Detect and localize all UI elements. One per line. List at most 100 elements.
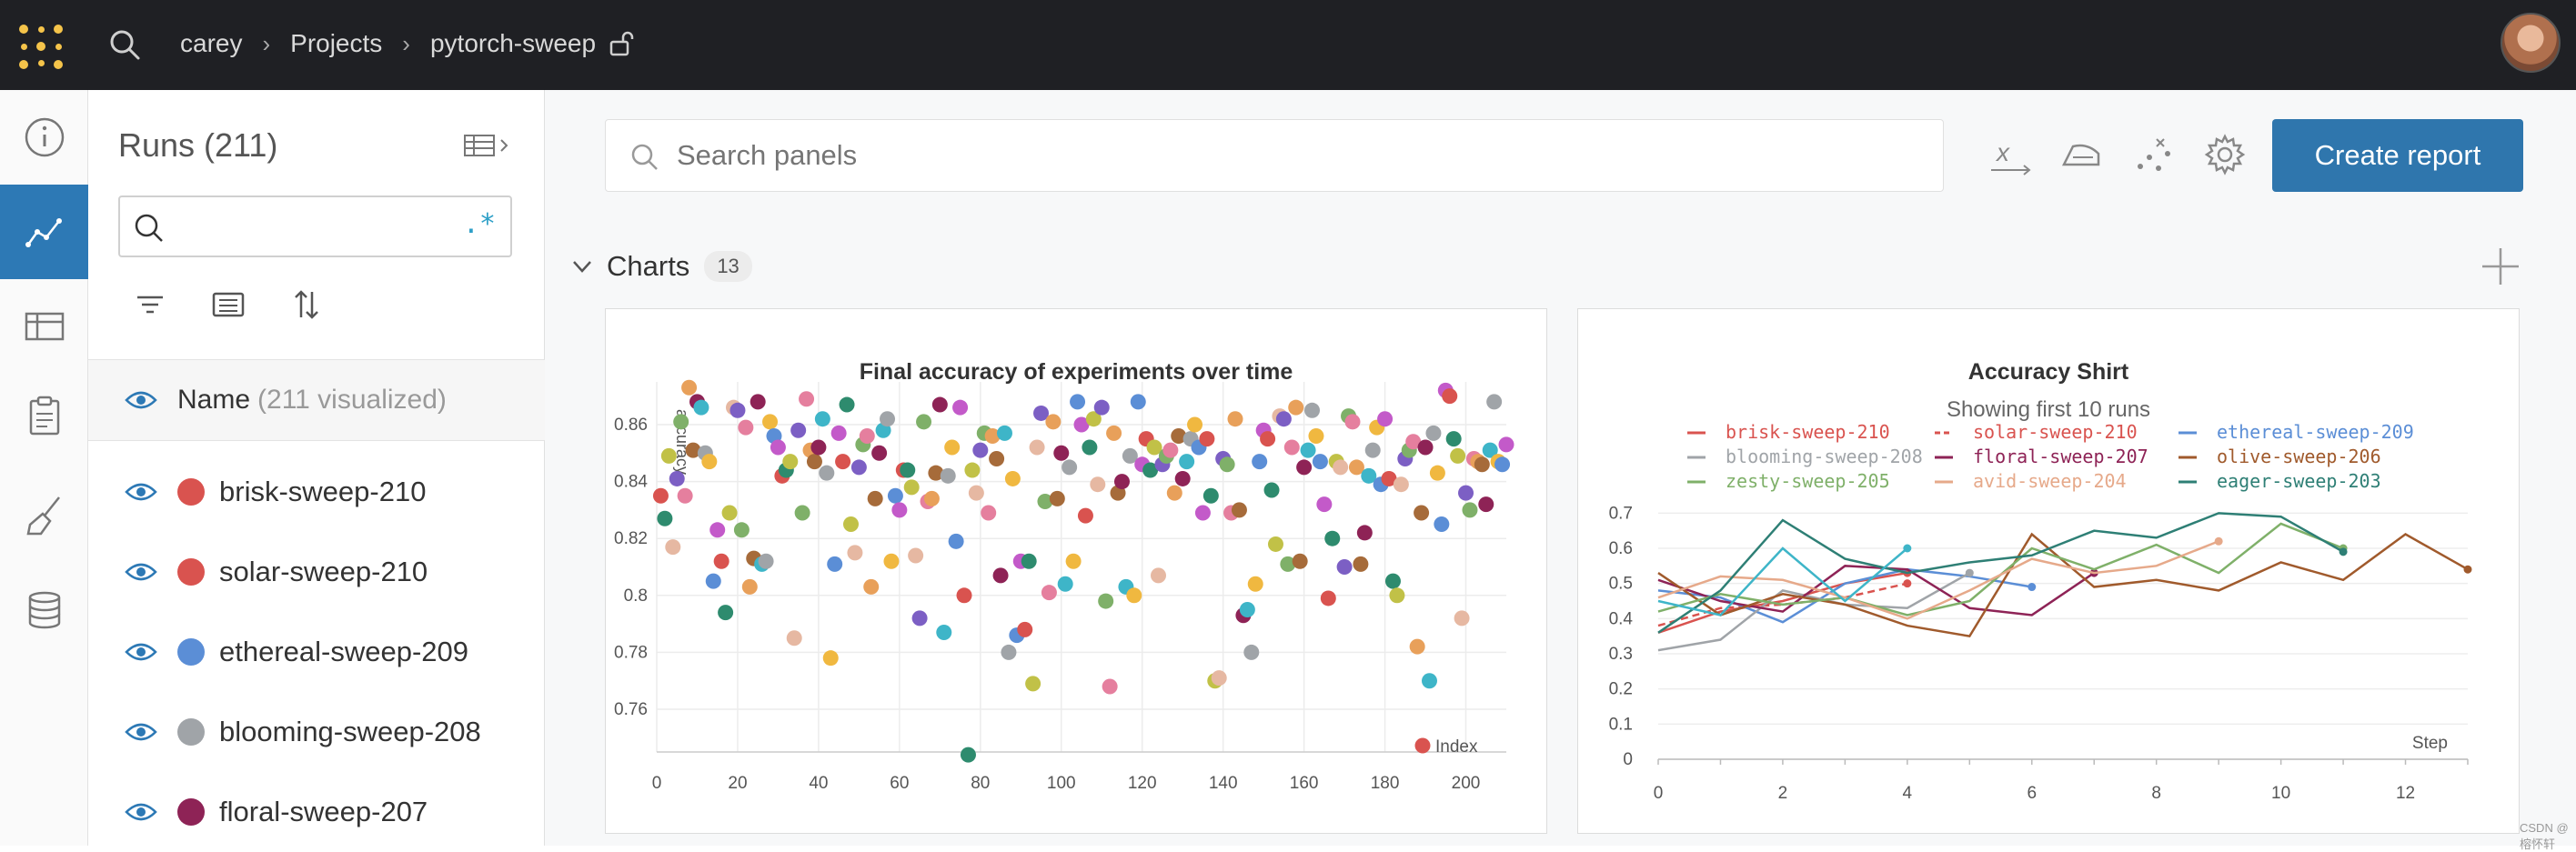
run-name[interactable]: solar-sweep-210 <box>219 556 428 587</box>
scatter-point <box>952 399 969 416</box>
run-color-swatch[interactable] <box>177 558 205 586</box>
run-row[interactable]: brisk-sweep-210 <box>88 452 545 532</box>
x-tick-label: 40 <box>809 774 828 793</box>
runs-search-field[interactable]: .* <box>118 195 512 257</box>
x-tick-label: 0 <box>1654 784 1664 803</box>
chart-title: Accuracy Shirt <box>1967 359 2129 385</box>
y-tick-label: 0.82 <box>614 529 648 548</box>
expand-table-icon[interactable] <box>463 132 514 159</box>
scatter-point <box>799 391 815 407</box>
avatar[interactable] <box>2501 13 2561 73</box>
wandb-logo-icon[interactable] <box>16 22 65 71</box>
scatter-point <box>1409 638 1425 655</box>
eye-icon[interactable] <box>125 721 157 743</box>
scatter-point <box>931 396 948 413</box>
nav-charts[interactable] <box>0 185 88 279</box>
scatter-point <box>1098 593 1114 609</box>
clipboard-icon <box>29 396 59 436</box>
eye-icon[interactable] <box>125 389 157 411</box>
eye-icon[interactable] <box>125 641 157 663</box>
scatter-point <box>871 445 888 461</box>
run-row[interactable]: ethereal-sweep-209 <box>88 612 545 692</box>
filter-icon[interactable] <box>134 288 166 321</box>
breadcrumb-projects[interactable]: Projects <box>290 29 383 57</box>
run-color-swatch[interactable] <box>177 638 205 666</box>
nav-overview[interactable] <box>0 90 88 185</box>
run-name[interactable]: brisk-sweep-210 <box>219 476 427 507</box>
scatter-point <box>1417 439 1434 456</box>
regex-toggle-icon[interactable]: .* <box>462 208 496 240</box>
scatter-point <box>928 465 944 481</box>
scatter-point <box>1450 447 1466 464</box>
table-icon <box>25 312 64 341</box>
scatter-point <box>1146 439 1162 456</box>
group-icon[interactable] <box>212 288 245 321</box>
run-color-swatch[interactable] <box>177 478 205 506</box>
chart-subtitle: Showing first 10 runs <box>1946 397 2151 422</box>
y-tick-label: 0.76 <box>614 700 648 719</box>
breadcrumb-user[interactable]: carey <box>180 29 243 57</box>
scatter-chart-panel[interactable]: Final accuracy of experiments over time … <box>605 308 1547 834</box>
panel-search-input[interactable] <box>677 133 1914 178</box>
nav-reports[interactable] <box>0 368 88 463</box>
run-row[interactable]: floral-sweep-207 <box>88 772 545 852</box>
scatter-point <box>665 539 681 556</box>
scatter-point <box>1041 585 1057 601</box>
eye-icon[interactable] <box>125 481 157 503</box>
scatter-point <box>981 505 997 521</box>
scatter-point <box>1377 411 1394 427</box>
unlock-icon[interactable] <box>609 30 636 57</box>
run-name[interactable]: ethereal-sweep-209 <box>219 636 469 667</box>
search-icon[interactable] <box>107 27 142 62</box>
x-axis-settings-icon[interactable]: x <box>1989 134 2031 175</box>
charts-section-header[interactable]: Charts 13 <box>570 250 752 283</box>
scatter-point <box>1171 427 1187 444</box>
panel-search-field[interactable] <box>605 119 1944 192</box>
scatter-point <box>1356 525 1373 541</box>
outliers-icon[interactable] <box>2133 134 2175 175</box>
scatter-point <box>1364 442 1381 458</box>
run-name[interactable]: floral-sweep-207 <box>219 796 428 827</box>
x-tick-label: 6 <box>2027 784 2037 803</box>
scatter-point <box>1162 442 1179 458</box>
scatter-point <box>1288 399 1304 416</box>
run-row[interactable]: solar-sweep-210 <box>88 532 545 612</box>
run-color-swatch[interactable] <box>177 798 205 826</box>
scatter-point <box>1296 459 1313 476</box>
nav-sweeps[interactable] <box>0 468 88 563</box>
eye-icon[interactable] <box>125 561 157 583</box>
run-name[interactable]: blooming-sweep-208 <box>219 716 481 747</box>
scatter-point <box>1102 678 1118 695</box>
sort-icon[interactable] <box>290 288 323 321</box>
eye-icon[interactable] <box>125 801 157 823</box>
y-tick-label: 0.78 <box>614 643 648 662</box>
create-report-button[interactable]: Create report <box>2272 119 2523 192</box>
chevron-down-icon[interactable] <box>570 255 594 278</box>
nav-artifacts[interactable] <box>0 563 88 657</box>
scatter-point <box>733 522 750 538</box>
scatter-point <box>1405 434 1422 450</box>
gear-icon[interactable] <box>2204 134 2246 175</box>
database-icon <box>28 591 60 629</box>
smoothing-iron-icon[interactable] <box>2060 134 2102 175</box>
scatter-point <box>741 578 758 595</box>
breadcrumb-project[interactable]: pytorch-sweep <box>429 29 597 57</box>
scatter-point <box>1202 487 1219 504</box>
line-chart-panel[interactable]: Accuracy Shirt Showing first 10 runs bri… <box>1577 308 2520 834</box>
add-panel-icon[interactable] <box>2479 245 2522 288</box>
series-line <box>1657 532 2469 638</box>
scatter-point <box>1267 536 1283 552</box>
y-tick-label: 0.6 <box>1609 539 1633 558</box>
scatter-point <box>1280 556 1296 572</box>
runs-panel: Runs (211) .* Name (211 visualized) bris… <box>88 90 545 846</box>
y-tick-label: 0 <box>1623 750 1633 769</box>
legend-label: eager-sweep-203 <box>2217 470 2381 492</box>
nav-table[interactable] <box>0 279 88 374</box>
scatter-point <box>972 442 989 458</box>
run-color-swatch[interactable] <box>177 718 205 746</box>
scatter-point <box>1414 505 1430 521</box>
run-row[interactable]: blooming-sweep-208 <box>88 692 545 772</box>
scatter-point <box>814 411 830 427</box>
name-column-header[interactable]: Name (211 visualized) <box>88 359 545 441</box>
scatter-point <box>863 578 880 595</box>
